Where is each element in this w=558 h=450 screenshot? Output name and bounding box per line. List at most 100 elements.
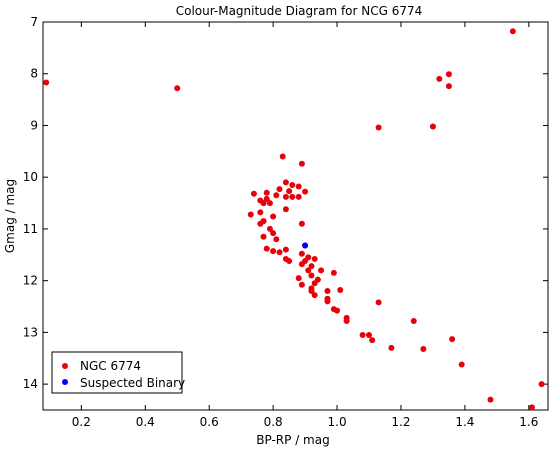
data-point-ngc6774 [302,188,309,195]
y-tick-label: 9 [30,118,38,132]
data-point-ngc6774 [257,220,264,227]
data-point-ngc6774 [266,225,273,232]
data-point-ngc6774 [298,220,305,227]
data-point-ngc6774 [529,404,536,411]
data-point-ngc6774 [295,275,302,282]
data-point-ngc6774 [273,192,280,199]
data-point-ngc6774 [359,331,366,338]
data-point-ngc6774 [298,250,305,257]
plot-frame [42,21,549,411]
data-point-ngc6774 [270,230,277,237]
legend-box [51,351,183,394]
data-point-ngc6774 [324,288,331,295]
data-point-ngc6774 [337,286,344,293]
data-point-ngc6774 [410,318,417,325]
y-tick-label: 11 [23,222,38,236]
data-point-ngc6774 [538,381,545,388]
data-point-ngc6774 [420,345,427,352]
data-point-ngc6774 [311,292,318,299]
legend: NGC 6774 Suspected Binary [51,351,185,394]
data-point-ngc6774 [311,280,318,287]
data-point-ngc6774 [343,318,350,325]
data-point-ngc6774 [311,255,318,262]
legend-label-ngc6774: NGC 6774 [80,359,141,373]
data-point-ngc6774 [330,269,337,276]
data-point-ngc6774 [298,281,305,288]
y-tick-label: 14 [23,377,38,391]
data-point-ngc6774 [295,183,302,190]
x-tick-label: 0.6 [200,415,219,429]
y-tick-label: 10 [23,170,38,184]
legend-marker-binary [62,379,68,385]
data-point-ngc6774 [298,261,305,268]
data-point-ngc6774 [366,331,373,338]
data-point-ngc6774 [305,267,312,274]
y-tick-label: 13 [23,325,38,339]
x-tick-label: 0.2 [72,415,91,429]
data-point-ngc6774 [276,249,283,256]
x-tick-label: 0.4 [136,415,155,429]
x-tick-label: 1.0 [328,415,347,429]
data-point-ngc6774 [289,181,296,188]
data-point-ngc6774 [369,337,376,344]
data-point-ngc6774 [308,288,315,295]
x-tick-label: 1.4 [455,415,474,429]
x-tick-label: 1.6 [519,415,538,429]
data-point-ngc6774 [298,160,305,167]
data-point-ngc6774 [445,71,452,78]
data-point-ngc6774 [436,75,443,82]
data-point-ngc6774 [429,123,436,130]
x-tick-label: 1.2 [391,415,410,429]
data-point-ngc6774 [282,193,289,200]
data-point-ngc6774 [43,79,50,86]
data-point-ngc6774 [282,206,289,213]
data-point-ngc6774 [487,396,494,403]
data-point-ngc6774 [263,245,270,252]
y-axis-title: Gmag / mag [3,179,17,253]
data-point-ngc6774 [375,124,382,131]
legend-label-binary: Suspected Binary [80,376,185,390]
data-point-suspected-binary [302,242,309,249]
data-point-ngc6774 [276,186,283,193]
legend-marker-ngc6774 [62,363,68,369]
data-point-ngc6774 [295,193,302,200]
data-point-ngc6774 [286,188,293,195]
x-axis-title: BP-RP / mag [256,433,329,447]
data-point-ngc6774 [458,361,465,368]
data-point-ngc6774 [279,153,286,160]
data-point-ngc6774 [308,272,315,279]
axis-ticks: 0.2 0.4 0.6 0.8 1.0 1.2 1.4 1.6 7 8 9 10 11 12 13 14 [23,15,548,429]
data-point-ngc6774 [282,246,289,253]
data-point-ngc6774 [324,298,331,305]
data-point-ngc6774 [263,189,270,196]
data-point-ngc6774 [388,344,395,351]
data-point-ngc6774 [289,193,296,200]
data-point-ngc6774 [270,248,277,255]
data-point-ngc6774 [375,299,382,306]
data-point-ngc6774 [260,200,267,207]
data-point-ngc6774 [282,179,289,186]
data-point-ngc6774 [257,209,264,216]
data-point-ngc6774 [286,258,293,265]
data-point-ngc6774 [273,236,280,243]
data-point-ngc6774 [445,83,452,90]
data-points [43,28,545,411]
data-point-ngc6774 [509,28,516,35]
data-point-ngc6774 [308,263,315,270]
data-point-ngc6774 [260,233,267,240]
y-tick-label: 12 [23,274,38,288]
data-point-ngc6774 [318,267,325,274]
data-point-ngc6774 [266,200,273,207]
y-tick-label: 8 [30,67,38,81]
data-point-ngc6774 [263,195,270,202]
data-point-ngc6774 [250,190,257,197]
data-point-ngc6774 [270,213,277,220]
data-point-ngc6774 [174,85,181,92]
y-tick-label: 7 [30,15,38,29]
chart-title: Colour-Magnitude Diagram for NCG 6774 [176,4,423,18]
x-tick-label: 0.8 [264,415,283,429]
data-point-ngc6774 [247,211,254,218]
data-point-ngc6774 [449,336,456,343]
data-point-ngc6774 [334,307,341,314]
